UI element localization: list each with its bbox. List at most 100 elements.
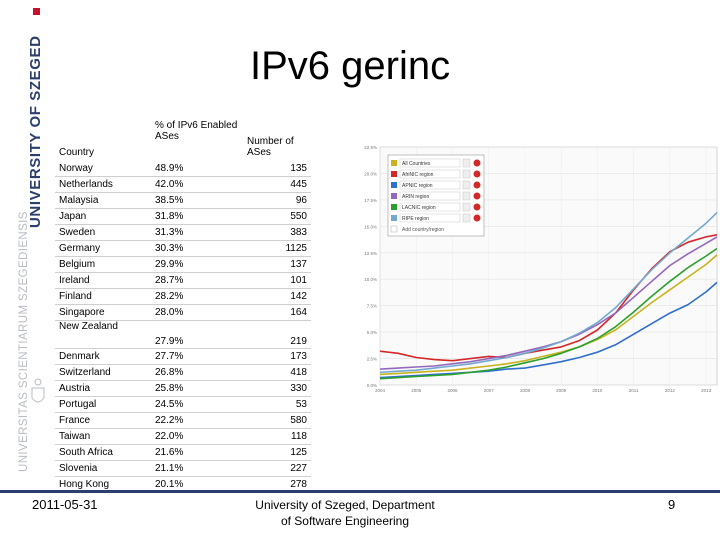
logo-main-text: UNIVERSITY OF SZEGED (27, 35, 44, 228)
cell-ases: 118 (243, 428, 311, 445)
table-row: Norway 48.9% 135 (55, 161, 311, 177)
legend-select-box (399, 191, 461, 201)
legend-label: ARIN region (402, 194, 429, 200)
header-country: Country (59, 147, 95, 158)
cell-country: Slovenia (55, 460, 145, 477)
ipv6-country-table: Country % of IPv6 Enabled ASes Number of… (55, 118, 311, 493)
university-logo: UNIVERSITY OF SZEGED UNIVERSITAS SCIENTI… (18, 8, 45, 472)
legend-dropdown-icon (462, 158, 471, 168)
cell-country: Sweden (55, 224, 145, 241)
legend-swatch (391, 193, 397, 199)
cell-country: South Africa (55, 444, 145, 461)
cell-ases: 445 (243, 176, 311, 193)
cell-country: Denmark (55, 348, 145, 365)
affiliation-line-1: University of Szeged, Department (255, 498, 435, 512)
cell-country: Germany (55, 240, 145, 257)
cell-country: Ireland (55, 272, 145, 289)
legend-select-box (399, 213, 461, 223)
logo-latin-text: UNIVERSITAS SCIENTIARUM SZEGEDIENSIS (18, 211, 30, 472)
legend-dropdown-icon (462, 202, 471, 212)
y-tick-label: 12.5% (364, 251, 377, 256)
cell-ases: 173 (243, 348, 311, 365)
cell-percent: 27.9% (145, 320, 243, 349)
cell-percent: 30.3% (145, 240, 243, 257)
table-row: New Zealand 27.9% 219 (55, 320, 311, 349)
cell-percent: 22.2% (145, 412, 243, 429)
cell-country: Netherlands (55, 176, 145, 193)
table-row: Japan 31.8% 550 (55, 208, 311, 225)
cell-country: New Zealand (55, 320, 145, 349)
cell-ases: 580 (243, 412, 311, 429)
logo-crest (31, 378, 45, 403)
cell-percent: 48.9% (145, 161, 243, 177)
table-row: South Africa 21.6% 125 (55, 444, 311, 461)
table-row: Switzerland 26.8% 418 (55, 364, 311, 381)
cell-ases: 227 (243, 460, 311, 477)
cell-percent: 28.7% (145, 272, 243, 289)
cell-country: Singapore (55, 304, 145, 321)
legend-swatch (391, 160, 397, 166)
cell-percent: 28.2% (145, 288, 243, 305)
y-tick-label: 17.5% (364, 198, 377, 203)
cell-ases: 137 (243, 256, 311, 273)
cell-percent: 21.1% (145, 460, 243, 477)
y-tick-label: 2.5% (367, 357, 377, 362)
x-tick-label: 2009 (556, 388, 567, 393)
legend-swatch (391, 204, 397, 210)
x-tick-label: 2013 (701, 388, 712, 393)
cell-country: Norway (55, 161, 145, 177)
cell-percent: 25.8% (145, 380, 243, 397)
cell-country: Belgium (55, 256, 145, 273)
legend-remove-icon (473, 203, 481, 211)
cell-percent: 22.0% (145, 428, 243, 445)
legend-swatch (391, 182, 397, 188)
y-tick-label: 5.0% (367, 330, 377, 335)
legend-remove-icon (473, 181, 481, 189)
x-tick-label: 2012 (665, 388, 676, 393)
table-row: Portugal 24.5% 53 (55, 396, 311, 413)
legend-dropdown-icon (462, 169, 471, 179)
legend-label: APNIC region (402, 183, 433, 189)
table-row: Ireland 28.7% 101 (55, 272, 311, 289)
table-row: Slovenia 21.1% 227 (55, 460, 311, 477)
cell-percent: 26.8% (145, 364, 243, 381)
legend-dropdown-icon (462, 191, 471, 201)
cell-ases: 219 (243, 320, 311, 349)
cell-country: Portugal (55, 396, 145, 413)
legend-label: RIPE region (402, 216, 429, 222)
cell-ases: 164 (243, 304, 311, 321)
legend-dropdown-icon (462, 180, 471, 190)
series-line-5 (379, 212, 718, 374)
legend-select-box (399, 180, 461, 190)
legend-add-swatch (390, 225, 398, 233)
y-tick-label: 15.0% (364, 224, 377, 229)
cell-ases: 1125 (243, 240, 311, 257)
legend-remove-icon (473, 214, 481, 222)
table-header-row: Country % of IPv6 Enabled ASes Number of… (55, 118, 311, 161)
y-tick-label: 10.0% (364, 277, 377, 282)
x-tick-label: 2010 (592, 388, 603, 393)
y-tick-label: 0.0% (367, 383, 377, 388)
series-line-0 (379, 254, 718, 376)
legend-swatch (391, 171, 397, 177)
legend-remove-icon (473, 159, 481, 167)
cell-country: Finland (55, 288, 145, 305)
table-row: Taiwan 22.0% 118 (55, 428, 311, 445)
table-row: Hong Kong 20.1% 278 (55, 476, 311, 493)
legend-dropdown-icon (462, 213, 471, 223)
cell-country: Switzerland (55, 364, 145, 381)
cell-country: Japan (55, 208, 145, 225)
table-row: Malaysia 38.5% 96 (55, 192, 311, 209)
x-tick-label: 2011 (629, 388, 639, 393)
legend-remove-icon (473, 170, 481, 178)
cell-percent: 38.5% (145, 192, 243, 209)
legend-swatch (391, 215, 397, 221)
cell-percent: 27.7% (145, 348, 243, 365)
cell-percent: 24.5% (145, 396, 243, 413)
x-tick-label: 2008 (520, 388, 531, 393)
header-percent: % of IPv6 Enabled ASes (155, 120, 238, 142)
cell-ases: 418 (243, 364, 311, 381)
cell-country: France (55, 412, 145, 429)
cell-country: Austria (55, 380, 145, 397)
series-line-1 (379, 234, 718, 362)
